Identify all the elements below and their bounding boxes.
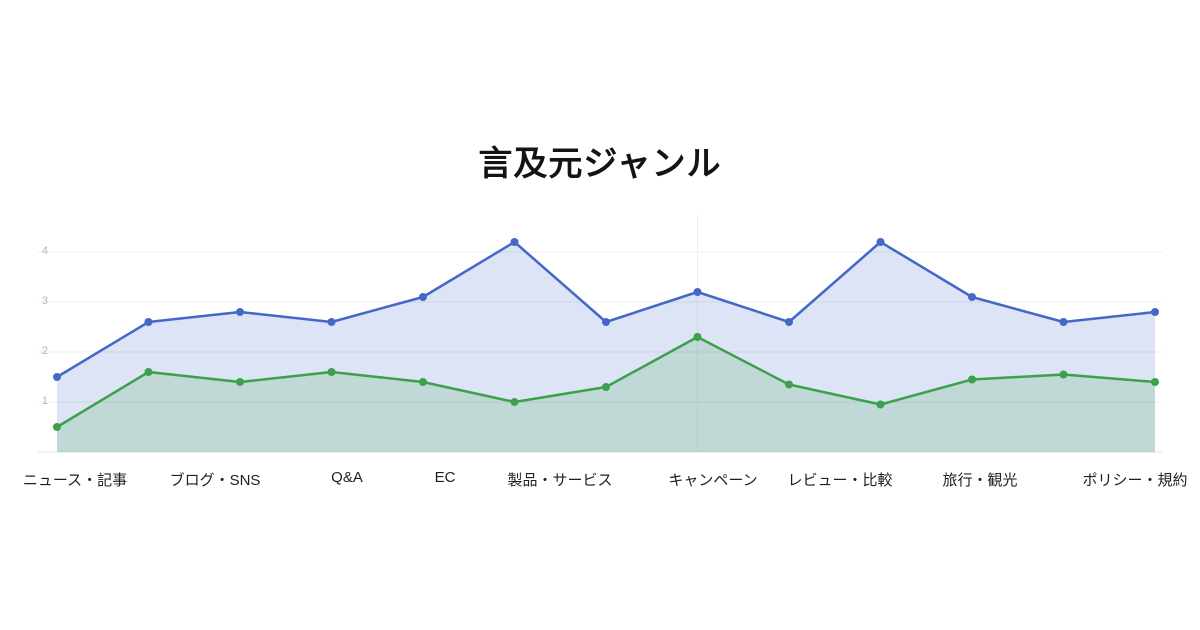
series-green-point [236,378,244,386]
series-blue-point [693,288,702,296]
series-green-point [510,398,519,406]
series-green-area [57,337,1155,452]
x-tick-label: 旅行・観光 [942,472,1018,489]
series-green-point [785,380,793,389]
y-tick-label: 1 [41,395,48,407]
series-blue-point [419,293,427,301]
x-tick-label: EC [434,469,456,486]
series-green-point [327,368,336,376]
series-green-point [602,383,610,391]
x-tick-label: ニュース・記事 [22,472,128,489]
series-blue-point [510,238,519,246]
series-green-point [1059,370,1068,379]
series-blue-point [602,318,610,326]
series-blue-point [236,308,244,316]
y-tick-label: 4 [41,245,48,257]
series-blue-point [1151,308,1159,316]
y-tick-label: 2 [41,345,48,357]
series-blue-area [57,242,1155,452]
page-title: 言及元ジャンル [478,145,722,183]
series-blue-point [876,238,885,246]
series-green-point [144,368,153,376]
series-blue-point [144,318,153,326]
x-tick-label: キャンペーン [668,472,758,489]
series-green-point [1151,378,1159,386]
x-tick-label: レビュー・比較 [787,472,893,489]
x-tick-label: Q&A [331,469,363,486]
x-tick-label: ブログ・SNS [169,472,261,489]
series-green-point [693,333,702,341]
series-green-point [53,423,61,431]
series-blue-point [53,373,61,381]
series-blue-point [968,293,976,301]
series-green-point [876,400,885,409]
series-blue-point [785,318,793,326]
x-tick-label: ポリシー・規約 [1082,472,1188,489]
series-blue-point [1059,318,1068,326]
y-tick-label: 3 [41,295,48,307]
x-tick-label: 製品・サービス [507,472,613,489]
series-green-point [968,375,976,384]
series-blue-point [327,318,336,326]
series-green-point [419,378,427,386]
